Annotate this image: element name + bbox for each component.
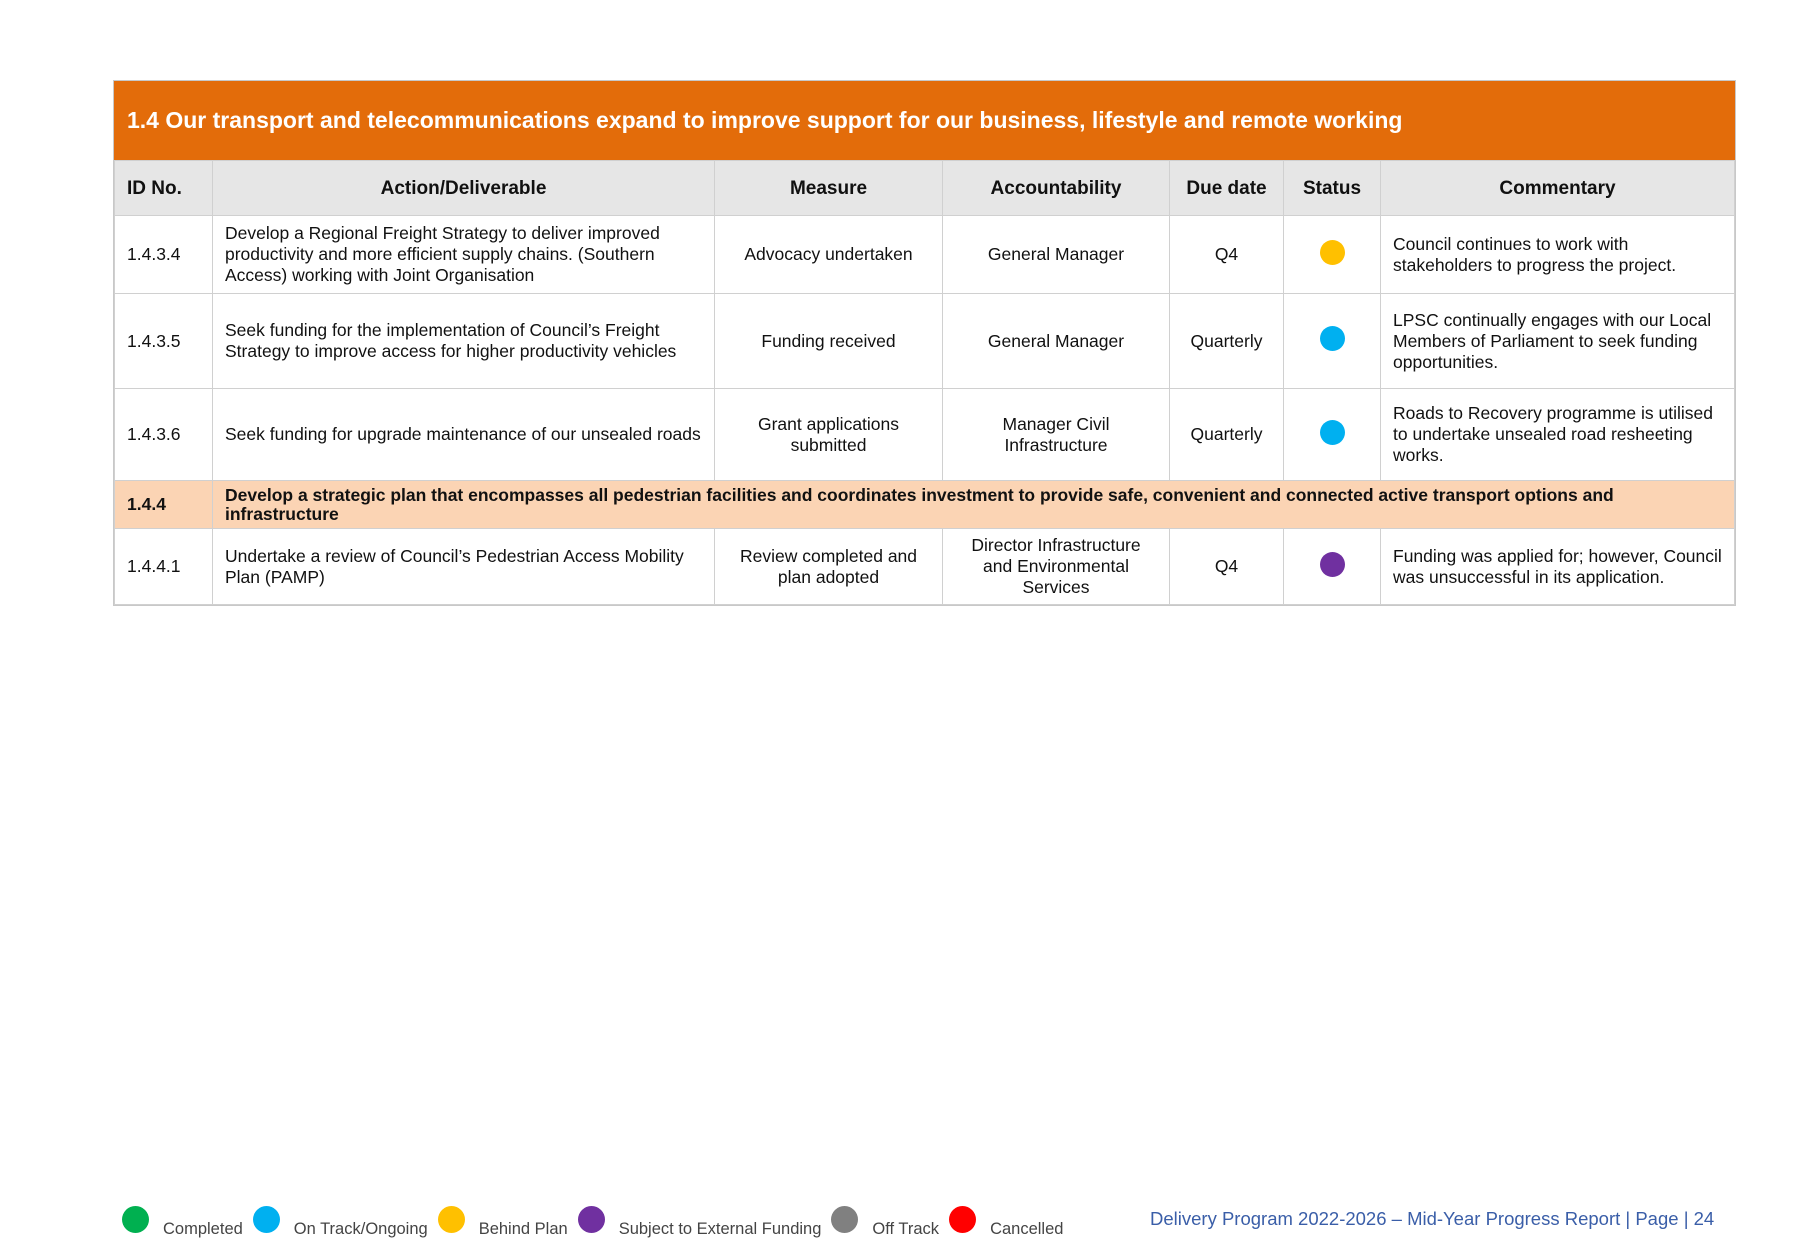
row-id: 1.4.3.4 bbox=[114, 215, 213, 294]
legend-label: Behind Plan bbox=[478, 1220, 568, 1238]
legend-dot-icon bbox=[252, 1206, 280, 1233]
table-row: 1.4.4.1 Undertake a review of Council’s P… bbox=[114, 528, 1735, 605]
subheading-id: 1.4.4 bbox=[114, 480, 213, 529]
row-measure: Advocacy undertaken bbox=[714, 215, 943, 294]
row-action: Develop a Regional Freight Strategy to d… bbox=[212, 215, 715, 294]
status-dot-icon bbox=[1319, 419, 1345, 445]
legend-dot-icon bbox=[122, 1206, 149, 1233]
table-row: 1.4.3.5 Seek funding for the implementati… bbox=[114, 293, 1735, 389]
legend-label: Completed bbox=[163, 1220, 243, 1238]
row-commentary: Council continues to work with stakehold… bbox=[1380, 215, 1735, 294]
header-row: ID No. Action/Deliverable Measure Accoun… bbox=[114, 160, 1735, 216]
row-status bbox=[1283, 293, 1381, 389]
legend-label: Subject to External Funding bbox=[618, 1220, 822, 1238]
subheading-row: 1.4.4 Develop a strategic plan that encom… bbox=[114, 480, 1735, 529]
legend-label: Cancelled bbox=[990, 1220, 1064, 1238]
row-id: 1.4.4.1 bbox=[114, 528, 213, 605]
row-id: 1.4.3.6 bbox=[114, 388, 213, 481]
section-title: 1.4 Our transport and telecommunications… bbox=[114, 81, 1735, 160]
row-accountability: Manager Civil Infrastructure bbox=[942, 388, 1170, 481]
col-accountability: Accountability bbox=[942, 160, 1170, 216]
row-commentary: LPSC continually engages with our Local … bbox=[1380, 293, 1735, 389]
table-row: 1.4.3.6 Seek funding for upgrade maintena… bbox=[114, 388, 1735, 481]
status-dot-icon bbox=[1319, 551, 1345, 577]
row-due-date: Quarterly bbox=[1169, 293, 1284, 389]
row-status bbox=[1283, 388, 1381, 481]
table-row: 1.4.3.4 Develop a Regional Freight Strate… bbox=[114, 215, 1735, 294]
legend-label: On Track/Ongoing bbox=[293, 1220, 428, 1238]
legend-dot-icon bbox=[437, 1206, 465, 1233]
row-accountability: General Manager bbox=[942, 215, 1170, 294]
row-due-date: Q4 bbox=[1169, 215, 1284, 294]
legend-dot-icon bbox=[831, 1206, 859, 1233]
legend-item: Off Track bbox=[831, 1206, 939, 1239]
row-measure: Grant applications submitted bbox=[714, 388, 943, 481]
legend-dot-icon bbox=[577, 1206, 605, 1233]
status-legend: Completed On Track/Ongoing Behind Plan Subj… bbox=[122, 1206, 1073, 1239]
row-id: 1.4.3.5 bbox=[114, 293, 213, 389]
row-status bbox=[1283, 215, 1381, 294]
col-measure: Measure bbox=[714, 160, 943, 216]
col-due: Due date bbox=[1169, 160, 1284, 216]
subheading-text: Develop a strategic plan that encompasse… bbox=[212, 480, 1735, 529]
legend-item: Behind Plan bbox=[437, 1206, 568, 1239]
legend-item: Subject to External Funding bbox=[577, 1206, 822, 1239]
row-accountability: General Manager bbox=[942, 293, 1170, 389]
legend-label: Off Track bbox=[872, 1220, 940, 1238]
status-dot-icon bbox=[1319, 326, 1345, 351]
legend-item: Cancelled bbox=[949, 1206, 1063, 1239]
row-commentary: Roads to Recovery programme is utilised … bbox=[1380, 388, 1735, 481]
row-due-date: Quarterly bbox=[1169, 388, 1284, 481]
row-action: Seek funding for the implementation of C… bbox=[212, 293, 715, 389]
col-status: Status bbox=[1283, 160, 1381, 216]
col-action: Action/Deliverable bbox=[212, 160, 715, 216]
row-status bbox=[1283, 528, 1381, 605]
row-accountability: Director Infrastructure and Environmenta… bbox=[942, 528, 1170, 605]
status-dot-icon bbox=[1319, 239, 1345, 265]
row-action: Seek funding for upgrade maintenance of … bbox=[212, 388, 715, 481]
row-measure: Review completed and plan adopted bbox=[714, 528, 943, 605]
legend-dot-icon bbox=[949, 1206, 977, 1233]
col-commentary: Commentary bbox=[1380, 160, 1735, 216]
row-commentary: Funding was applied for; however, Counci… bbox=[1380, 528, 1735, 605]
row-due-date: Q4 bbox=[1169, 528, 1284, 605]
page-footer: Delivery Program 2022-2026 – Mid-Year Pr… bbox=[1150, 1208, 1715, 1229]
row-measure: Funding received bbox=[714, 293, 943, 389]
row-action: Undertake a review of Council’s Pedestri… bbox=[212, 528, 715, 605]
legend-item: Completed bbox=[122, 1206, 243, 1239]
action-table: 1.4 Our transport and telecommunications… bbox=[113, 80, 1736, 606]
col-id: ID No. bbox=[114, 160, 213, 216]
legend-item: On Track/Ongoing bbox=[252, 1206, 428, 1239]
